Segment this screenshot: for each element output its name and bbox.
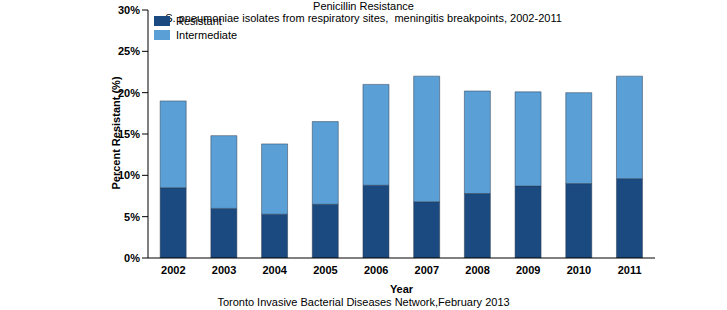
svg-text:2010: 2010 [567,264,591,276]
svg-text:2002: 2002 [161,264,185,276]
svg-text:2007: 2007 [415,264,439,276]
svg-text:10%: 10% [118,169,140,182]
svg-text:2004: 2004 [263,264,288,276]
svg-text:2003: 2003 [212,264,236,276]
html-text:Year: Year [389,283,414,295]
html-text:Penicillin Resistance: Penicillin Resistance [313,0,414,12]
svg-text:2009: 2009 [516,264,540,276]
html-text:Resistant: Resistant [176,15,222,27]
svg-text:25%: 25% [118,45,140,57]
svg-text:20%: 20% [118,86,140,99]
html-text:S. pneumoniae isolates from re: S. pneumoniae isolates from respiratory … [165,12,562,24]
svg-text:0%: 0% [124,252,140,264]
svg-text:30%: 30% [118,4,140,16]
svg-text:15%: 15% [118,127,140,140]
html-text:Percent Resistant (%): Percent Resistant (%) [110,76,122,190]
svg-text:2005: 2005 [313,264,337,276]
svg-text:2008: 2008 [465,264,489,276]
svg-text:5%: 5% [124,211,140,223]
html-text:Toronto Invasive Bacterial Dis: Toronto Invasive Bacterial Diseases Netw… [217,296,510,308]
svg-text:2011: 2011 [618,264,642,276]
html-text:Intermediate: Intermediate [176,29,238,41]
svg-text:2006: 2006 [364,264,388,276]
